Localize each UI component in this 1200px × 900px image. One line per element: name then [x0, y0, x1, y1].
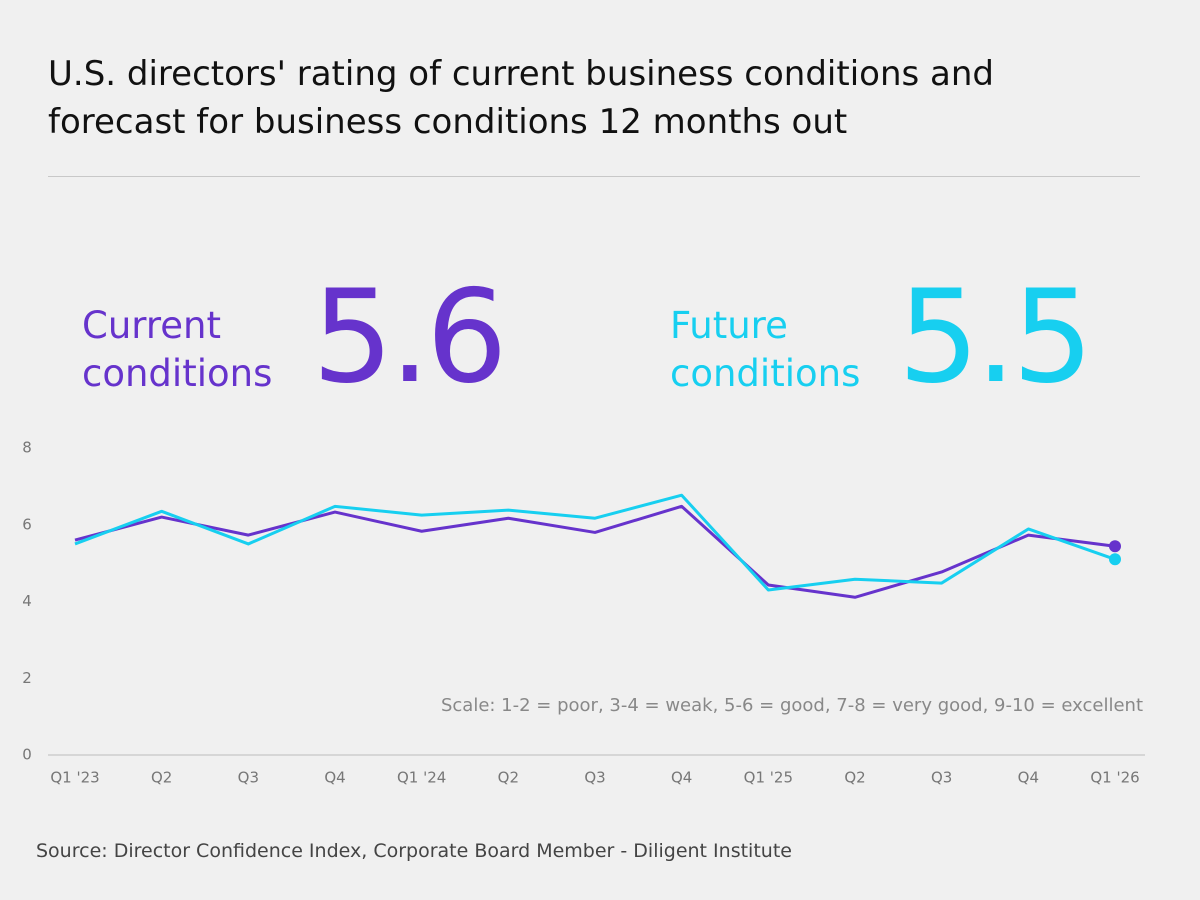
x-tick-label: Q2	[844, 769, 865, 787]
x-tick-label: Q2	[151, 769, 172, 787]
x-tick-label: Q1 '25	[744, 769, 793, 787]
y-tick-label: 8	[22, 439, 32, 457]
series-line	[74, 493, 1116, 592]
x-tick-label: Q3	[584, 769, 605, 787]
annotation: Scale: 1-2 = poor, 3-4 = weak, 5-6 = goo…	[441, 695, 1143, 716]
callout-label: Future conditions	[670, 304, 861, 395]
y-tick-label: 0	[22, 746, 32, 764]
x-tick-label: Q4	[671, 769, 692, 787]
y-tick-label: 4	[22, 592, 32, 610]
source: Source: Director Confidence Index, Corpo…	[36, 840, 792, 862]
x-tick-label: Q4	[324, 769, 345, 787]
x-tick-label: Q4	[1018, 769, 1039, 787]
y-tick-label: 6	[22, 515, 32, 533]
x-tick-label: Q1 '23	[50, 769, 99, 787]
chart-title: U.S. directors' rating of current busine…	[48, 54, 994, 142]
series-line	[74, 504, 1116, 599]
callout-value: 5.5	[898, 263, 1094, 412]
divider	[48, 176, 1140, 177]
callout-label: Current conditions	[82, 304, 273, 395]
x-tick-label: Q3	[931, 769, 952, 787]
end-marker	[1109, 540, 1121, 553]
x-tick-label: Q1 '26	[1090, 769, 1139, 787]
x-tick-label: Q3	[238, 769, 259, 787]
x-tick-label: Q1 '24	[397, 769, 446, 787]
x-tick-label: Q2	[498, 769, 519, 787]
callout-value: 5.6	[312, 263, 508, 412]
y-tick-label: 2	[22, 669, 32, 687]
end-marker	[1109, 553, 1121, 566]
